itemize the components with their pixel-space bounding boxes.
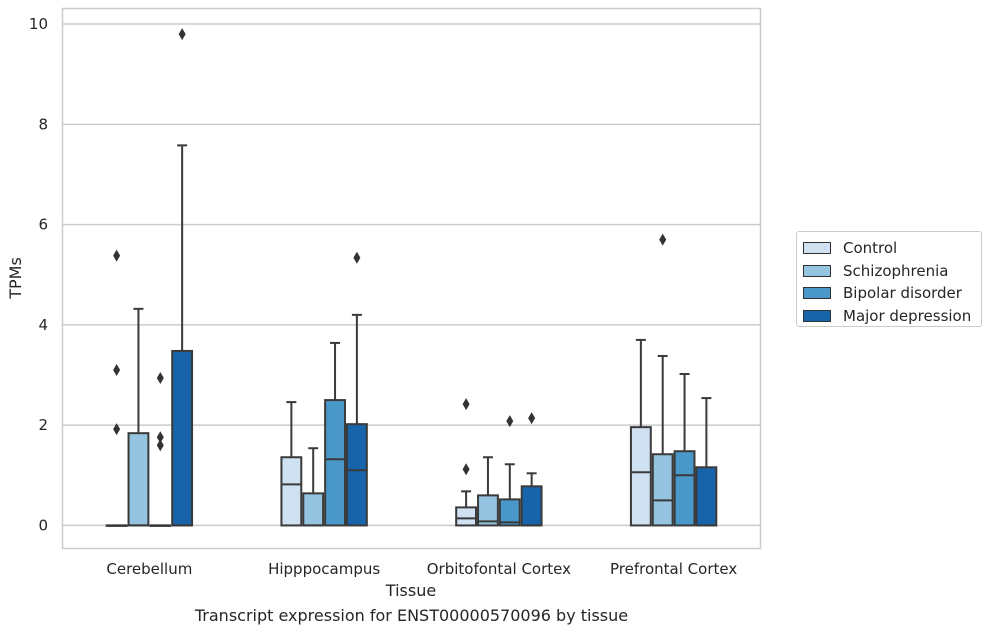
y-tick-labels: 0 2 4 6 8 10 xyxy=(29,15,48,534)
legend-label: Schizophrenia xyxy=(843,261,949,280)
legend: Control Schizophrenia Bipolar disorder Majo… xyxy=(796,231,982,327)
box-rect xyxy=(324,399,346,527)
x-tick-label: Cerebellum xyxy=(106,560,192,578)
outlier-point xyxy=(528,412,536,425)
box-rect xyxy=(280,456,303,527)
legend-swatch xyxy=(803,309,831,322)
y-tick-label: 10 xyxy=(29,15,48,33)
grid-lines xyxy=(62,23,761,527)
box-rect xyxy=(629,426,652,527)
box-2-3 xyxy=(520,412,543,527)
outlier-point xyxy=(462,398,470,411)
outlier-point xyxy=(156,439,164,452)
box-2-0 xyxy=(455,398,478,527)
box-0-1 xyxy=(127,307,150,527)
box-1-1 xyxy=(302,447,325,527)
y-tick-label: 4 xyxy=(38,316,48,334)
y-tick-label: 6 xyxy=(38,216,48,234)
y-axis-label: TPMs xyxy=(6,257,25,300)
box-rect xyxy=(455,506,478,527)
y-tick-label: 2 xyxy=(38,416,48,434)
box-3-2 xyxy=(673,373,696,527)
x-tick-labels: Cerebellum Hipppocampus Orbitofontal Corte… xyxy=(106,560,737,578)
box-rect xyxy=(651,453,674,527)
box-1-3 xyxy=(345,251,368,527)
box-rect xyxy=(171,349,194,527)
outlier-point xyxy=(353,251,361,264)
legend-label: Control xyxy=(843,239,898,258)
outlier-point xyxy=(178,28,186,41)
outlier-point xyxy=(659,233,667,246)
outlier-point xyxy=(113,423,121,436)
outlier-point xyxy=(156,372,164,385)
box-rect xyxy=(498,498,521,527)
box-rect xyxy=(127,432,150,527)
legend-item: Major depression xyxy=(803,305,981,328)
outlier-point xyxy=(113,249,121,262)
box-0-3 xyxy=(171,28,194,527)
box-1-2 xyxy=(324,341,346,527)
box-2-2 xyxy=(498,415,521,527)
box-2-1 xyxy=(477,456,499,527)
box-1-0 xyxy=(280,401,303,527)
box-3-3 xyxy=(695,397,718,527)
legend-label: Major depression xyxy=(843,306,972,325)
outlier-point xyxy=(156,431,164,444)
box-rect xyxy=(673,450,696,527)
plot-frame xyxy=(61,7,762,550)
x-tick-label: Prefrontal Cortex xyxy=(610,560,737,578)
legend-swatch xyxy=(803,287,831,300)
outlier-point xyxy=(113,364,121,377)
y-tick-label: 0 xyxy=(38,516,48,534)
box-rect xyxy=(520,485,543,527)
box-series xyxy=(105,28,718,527)
legend-label: Bipolar disorder xyxy=(843,284,962,303)
y-tick-label: 8 xyxy=(38,115,48,133)
box-rect xyxy=(345,423,368,527)
x-tick-label: Orbitofontal Cortex xyxy=(427,560,571,578)
box-rect xyxy=(695,466,718,527)
box-3-1 xyxy=(651,233,674,527)
x-tick-label: Hipppocampus xyxy=(268,560,380,578)
box-rect xyxy=(302,492,325,527)
legend-item: Control xyxy=(803,237,981,260)
legend-item: Bipolar disorder xyxy=(803,282,981,305)
legend-swatch xyxy=(803,242,831,255)
box-3-0 xyxy=(629,338,652,527)
box-0-0 xyxy=(105,249,128,527)
legend-item: Schizophrenia xyxy=(803,260,981,283)
outlier-point xyxy=(506,415,514,428)
legend-swatch xyxy=(803,264,831,277)
box-0-2 xyxy=(149,372,172,527)
x-axis-label: Tissue xyxy=(385,581,436,600)
box-rect xyxy=(477,494,499,527)
outlier-point xyxy=(462,463,470,476)
chart-caption: Transcript expression for ENST0000057009… xyxy=(194,606,629,625)
